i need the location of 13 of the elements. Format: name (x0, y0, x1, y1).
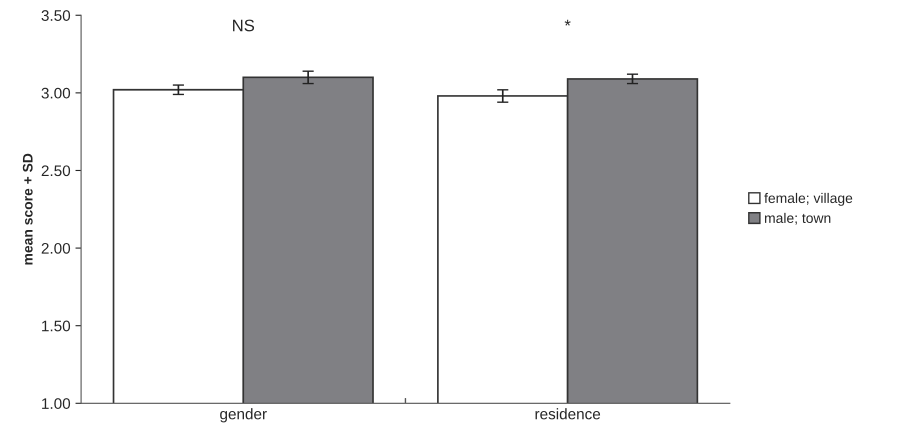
y-tick-label: 3.50 (42, 10, 70, 21)
y-tick-label: 1.00 (42, 398, 70, 409)
y-tick-label: 1.50 (42, 320, 70, 332)
legend-label: male; town (764, 212, 830, 225)
y-tick-label: 2.00 (42, 242, 70, 254)
y-axis-title: mean score + SD (22, 154, 33, 265)
annotation: NS (233, 20, 254, 32)
x-tick-label: gender (220, 408, 267, 422)
y-tick-label: 2.50 (42, 165, 70, 176)
annotation: * (564, 20, 571, 26)
x-tick-label: residence (536, 408, 600, 420)
y-tick-label: 3.00 (42, 88, 70, 99)
legend-label: female; village (764, 192, 852, 206)
